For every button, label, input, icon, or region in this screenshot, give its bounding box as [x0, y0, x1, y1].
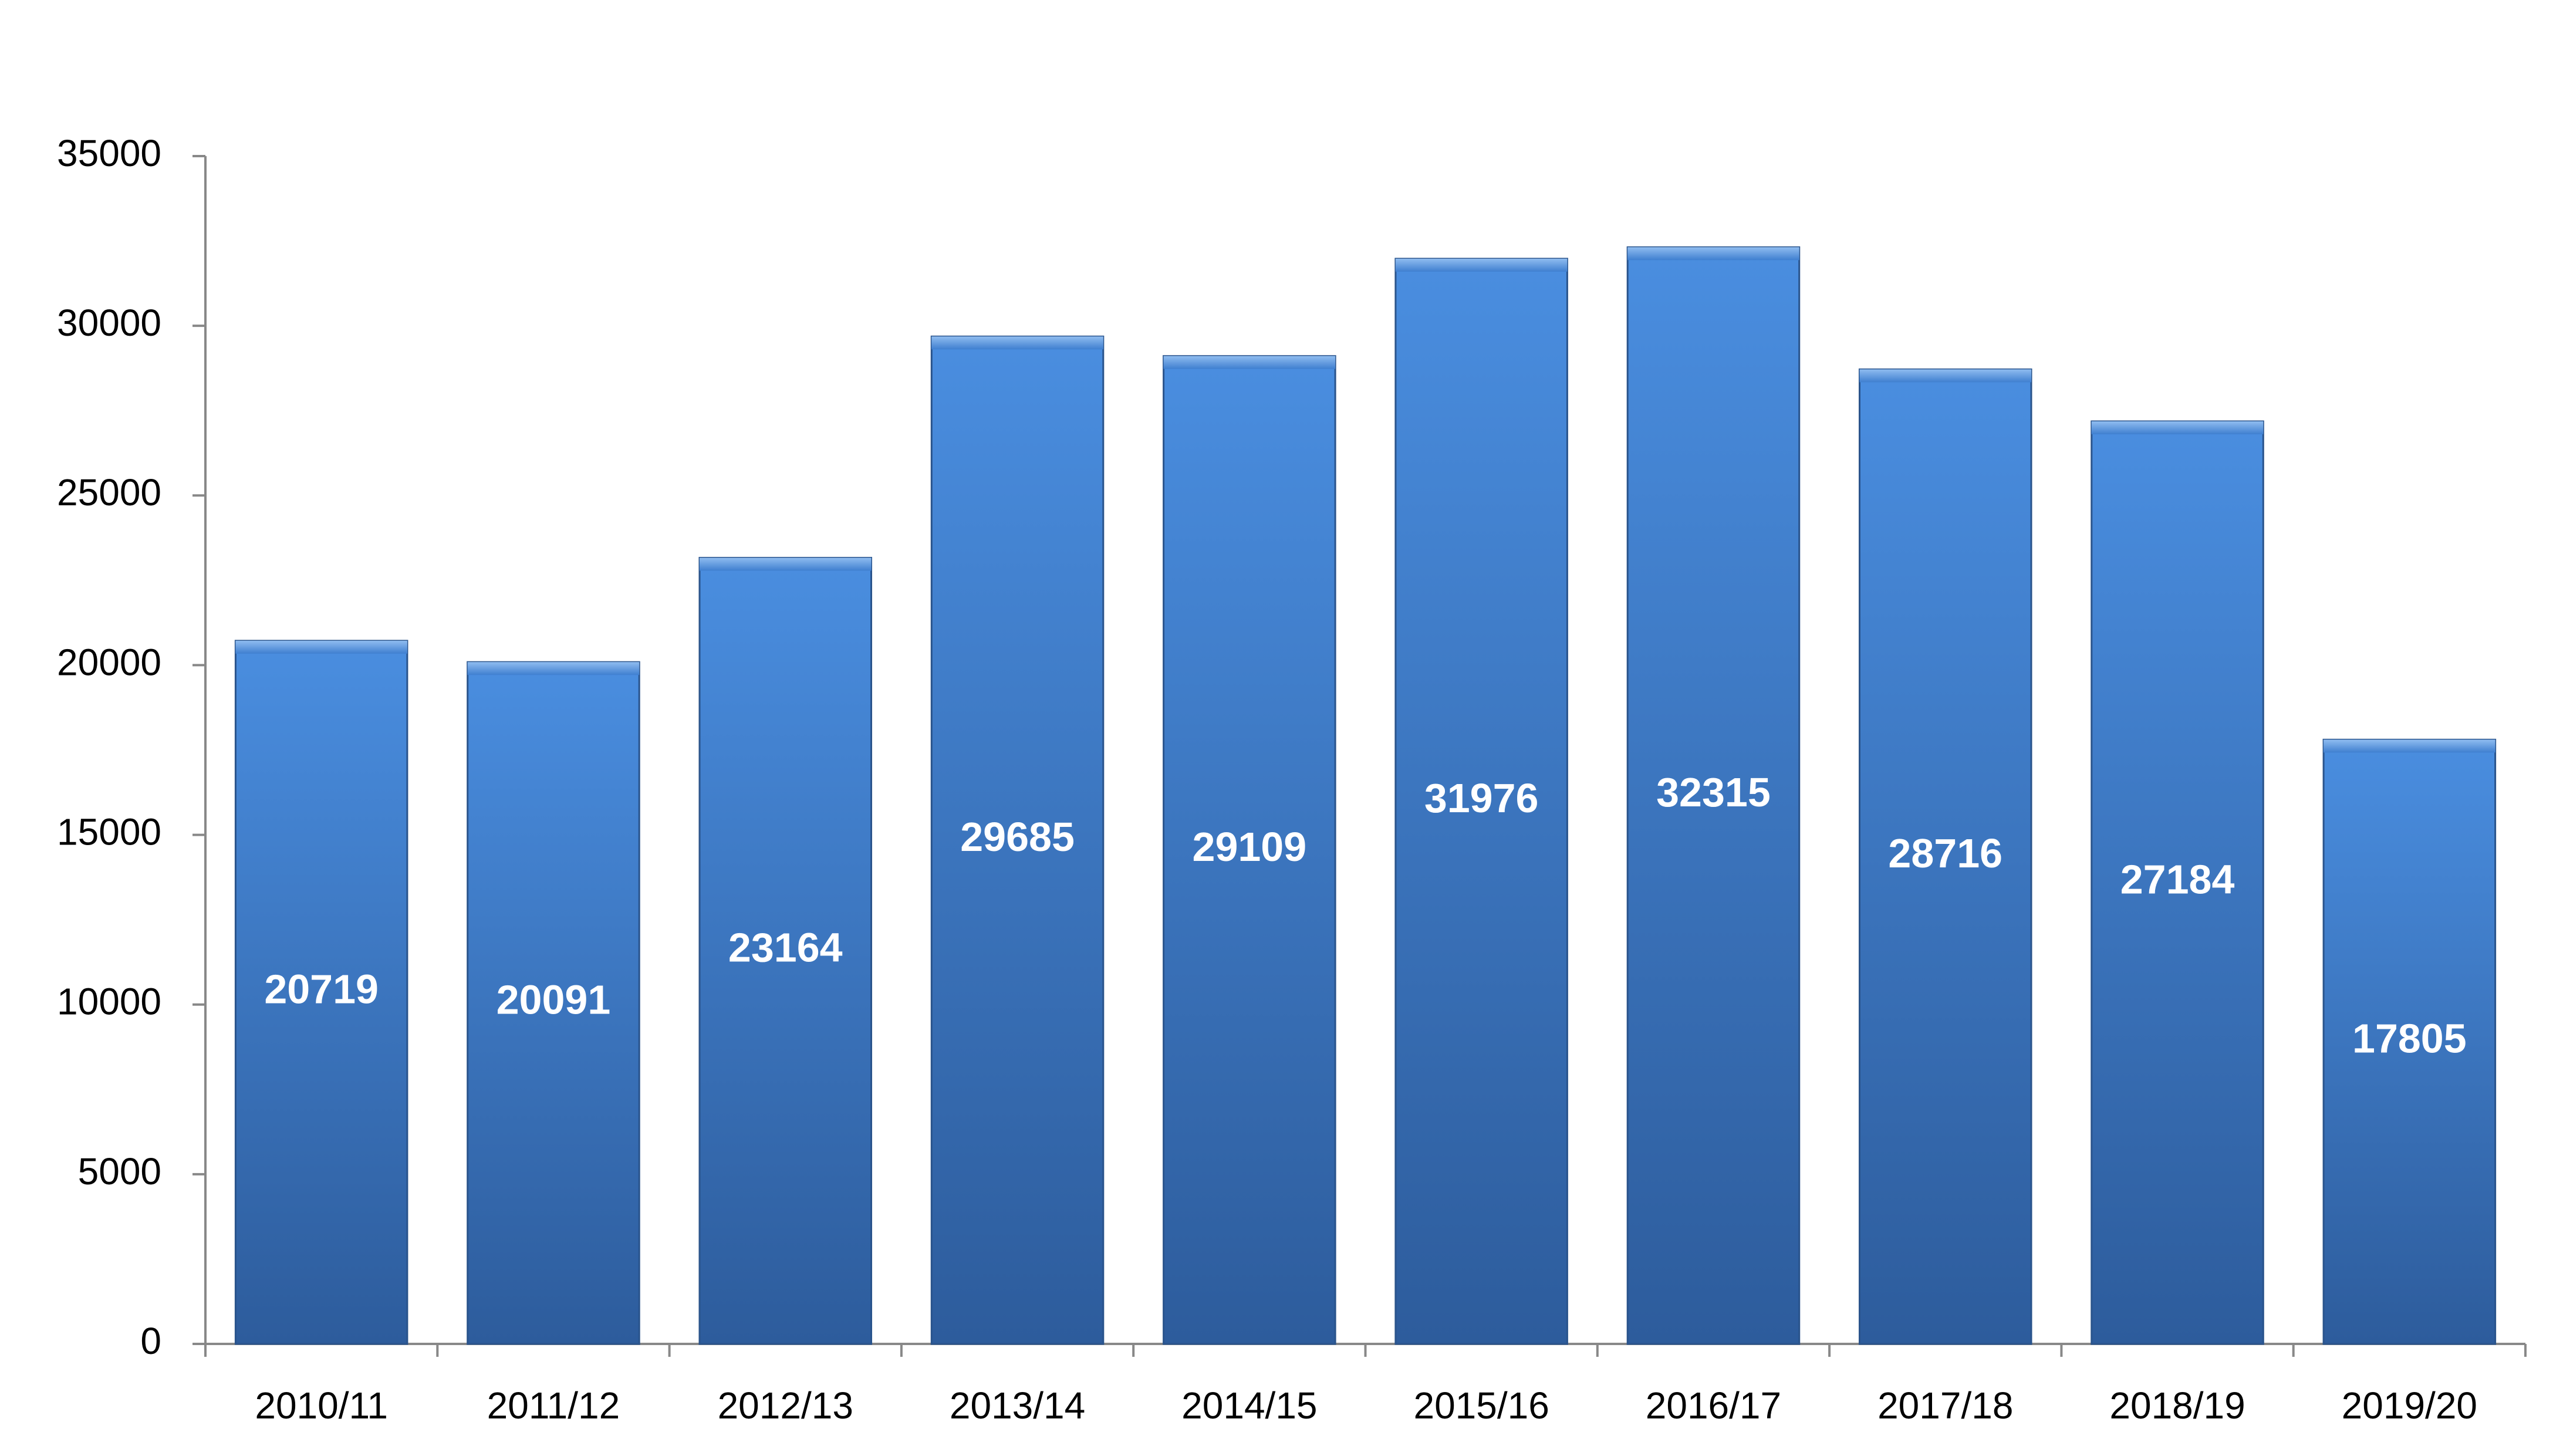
bar: [698, 556, 873, 1345]
bar-cap: [2091, 421, 2264, 434]
data-label: 29685: [960, 814, 1075, 860]
y-tick-label: 30000: [57, 302, 161, 344]
bar-group: [234, 640, 408, 1345]
y-tick-label: 20000: [57, 641, 161, 683]
x-tick-label: 2012/13: [718, 1384, 853, 1427]
y-tick-label: 10000: [57, 981, 161, 1023]
bar-group: [698, 556, 873, 1345]
bar: [1626, 246, 1801, 1345]
bar-cap: [1395, 258, 1568, 272]
y-tick-label: 25000: [57, 471, 161, 514]
x-tick-label: 2016/17: [1646, 1384, 1781, 1427]
data-label: 23164: [728, 925, 843, 971]
bar-group: [1163, 355, 1336, 1345]
bar-group: [2091, 420, 2264, 1345]
data-label: 20091: [497, 977, 611, 1023]
bar: [467, 661, 640, 1345]
bar-group: [2322, 738, 2497, 1345]
bar: [930, 335, 1105, 1345]
bar-cap: [1859, 369, 2032, 383]
y-tick-label: 0: [140, 1320, 161, 1362]
data-label: 31976: [1424, 775, 1539, 821]
x-tick-label: 2013/14: [950, 1384, 1085, 1427]
data-label: 20719: [264, 966, 379, 1012]
x-tick-label: 2018/19: [2109, 1384, 2245, 1427]
bar-cap: [2324, 739, 2495, 753]
data-label: 17805: [2352, 1016, 2467, 1062]
data-label: 32315: [1656, 769, 1771, 815]
bar-cap: [931, 336, 1103, 350]
x-tick-label: 2015/16: [1413, 1384, 1549, 1427]
bar-cap: [699, 558, 872, 571]
bar: [1394, 258, 1568, 1345]
bar-group: [467, 661, 640, 1345]
x-tick-label: 2014/15: [1181, 1384, 1317, 1427]
x-tick-label: 2011/12: [487, 1384, 620, 1427]
bar-cap: [1163, 356, 1336, 369]
bar: [1858, 368, 2032, 1345]
data-label: 29109: [1193, 824, 1307, 870]
data-label: 27184: [2120, 856, 2235, 902]
x-tick-label: 2017/18: [1877, 1384, 2013, 1427]
bar: [2322, 738, 2497, 1345]
bar-cap: [1627, 247, 1799, 261]
y-tick-label: 15000: [57, 810, 161, 853]
bar: [234, 640, 408, 1345]
bar-cap: [235, 640, 407, 654]
bar: [1163, 355, 1336, 1345]
bar-cap: [467, 662, 640, 675]
bar-group: [1858, 368, 2032, 1345]
bar-group: [1394, 258, 1568, 1345]
bar: [2091, 420, 2264, 1345]
y-tick-label: 35000: [57, 132, 161, 174]
x-tick-label: 2019/20: [2342, 1384, 2477, 1427]
y-tick-label: 5000: [78, 1150, 161, 1192]
x-tick-label: 2010/11: [255, 1384, 388, 1427]
data-label: 28716: [1888, 830, 2002, 876]
bar-group: [930, 335, 1105, 1345]
bar-group: [1626, 246, 1801, 1345]
